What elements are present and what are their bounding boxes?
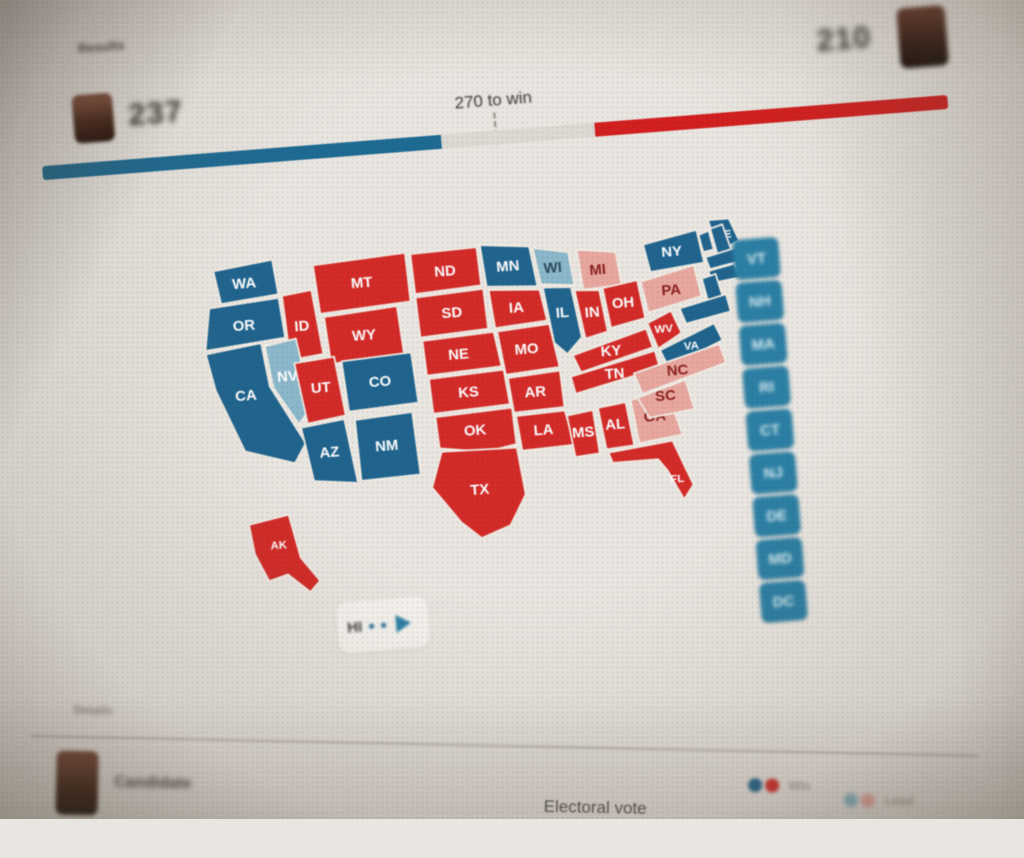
state-label-ms: MS <box>572 424 596 442</box>
state-in[interactable]: IN <box>573 288 609 340</box>
state-pa[interactable]: PA <box>639 264 703 314</box>
footer-candidate-avatar <box>55 750 99 816</box>
state-label-ks: KS <box>458 384 480 402</box>
state-il[interactable]: IL <box>541 285 583 356</box>
us-map-container: WA OR CA ID NV MT WY UT CO AZ NM ND SD NE KS OK TX MN IA MO… <box>188 217 774 610</box>
state-label-wi: WI <box>543 260 562 277</box>
state-tx[interactable]: TX <box>429 445 528 541</box>
footer-candidate-name: Candidate <box>113 773 192 793</box>
state-md-de[interactable] <box>678 293 732 325</box>
state-sc[interactable]: SC <box>636 379 696 419</box>
state-label-in: IN <box>584 304 600 321</box>
state-label-az: AZ <box>319 444 340 462</box>
state-label-mt: MT <box>350 275 373 293</box>
state-ne[interactable]: NE <box>421 330 503 377</box>
legend-dem-lead-dot <box>844 792 859 807</box>
footer-note: Details <box>73 702 114 718</box>
state-ia[interactable]: IA <box>487 286 549 330</box>
footer: Details Candidate Electoral vote Win Lea… <box>31 702 979 818</box>
state-label-mn: MN <box>496 258 520 276</box>
state-label-sd: SD <box>441 305 463 323</box>
state-nv[interactable]: NV <box>263 337 313 427</box>
legend-win-label: Win <box>788 777 811 794</box>
us-map: WA OR CA ID NV MT WY UT CO AZ NM ND SD NE KS OK TX MN IA MO… <box>202 217 749 597</box>
legend-lead-group: Lead <box>844 792 913 808</box>
state-label-nv: NV <box>277 369 299 387</box>
state-nc[interactable]: NC <box>632 343 728 395</box>
state-label-tx: TX <box>470 482 490 499</box>
state-ut[interactable]: UT <box>293 355 347 425</box>
electoral-vote-label: Electoral vote <box>543 796 647 818</box>
state-label-il: IL <box>555 305 569 322</box>
state-ny[interactable]: NY <box>642 228 706 273</box>
state-sd[interactable]: SD <box>414 287 490 339</box>
footer-divider <box>31 734 979 757</box>
state-label-tn: TN <box>604 366 625 384</box>
state-label-nd: ND <box>434 263 457 281</box>
state-label-ok: OK <box>463 422 487 440</box>
state-ms[interactable]: MS <box>566 409 601 458</box>
state-nm[interactable]: NM <box>354 411 422 482</box>
state-label-ut: UT <box>310 380 331 398</box>
state-label-pa: PA <box>661 282 682 300</box>
state-ak[interactable]: AK <box>248 513 322 597</box>
state-ca[interactable]: CA <box>204 340 307 469</box>
state-label-ak: AK <box>270 539 288 552</box>
state-label-wa: WA <box>232 275 257 293</box>
state-label-nc: NC <box>666 362 689 380</box>
state-label-ny: NY <box>661 244 683 262</box>
state-oh[interactable]: OH <box>601 279 647 329</box>
state-wi[interactable]: WI <box>531 245 576 288</box>
state-label-oh: OH <box>611 295 634 313</box>
state-mn[interactable]: MN <box>478 241 539 291</box>
legend-rep-win-dot <box>765 777 780 793</box>
state-al[interactable]: AL <box>597 401 636 451</box>
state-label-ar: AR <box>524 384 547 402</box>
state-mo[interactable]: MO <box>496 323 561 376</box>
state-label-ia: IA <box>508 300 524 317</box>
state-label-la: LA <box>533 422 554 440</box>
state-co[interactable]: CO <box>340 351 420 413</box>
state-label-nm: NM <box>375 438 399 456</box>
state-label-ca: CA <box>235 388 258 406</box>
legend-win-group: Win <box>748 777 811 793</box>
legend-dem-win-dot <box>748 777 763 792</box>
state-label-or: OR <box>232 318 256 336</box>
state-vt[interactable] <box>697 229 715 253</box>
state-label-mi: MI <box>589 262 607 279</box>
state-nd[interactable]: ND <box>409 246 483 295</box>
state-label-co: CO <box>368 374 391 392</box>
state-label-fl: FL <box>670 473 685 486</box>
map-legend: Win Lead <box>748 777 914 808</box>
state-mt[interactable]: MT <box>312 251 412 315</box>
state-az[interactable]: AZ <box>300 418 359 487</box>
state-fl[interactable]: FL <box>607 439 695 505</box>
state-wv[interactable]: WV <box>646 309 683 350</box>
state-or[interactable]: OR <box>202 296 287 352</box>
state-label-mo: MO <box>514 341 539 359</box>
state-label-wy: WY <box>352 327 377 345</box>
state-label-ne: NE <box>448 346 470 364</box>
state-label-sc: SC <box>655 388 677 406</box>
state-label-id: ID <box>294 318 310 335</box>
state-label-ky: KY <box>600 343 622 361</box>
state-label-wv: WV <box>654 323 674 336</box>
state-ar[interactable]: AR <box>506 369 566 414</box>
state-wa[interactable]: WA <box>212 258 280 305</box>
state-label-al: AL <box>605 417 626 435</box>
state-ky[interactable]: KY <box>571 327 654 374</box>
legend-lead-label: Lead <box>884 792 914 809</box>
state-label-va: VA <box>684 340 700 353</box>
state-ks[interactable]: KS <box>428 368 511 415</box>
legend-rep-lead-dot <box>861 792 876 808</box>
